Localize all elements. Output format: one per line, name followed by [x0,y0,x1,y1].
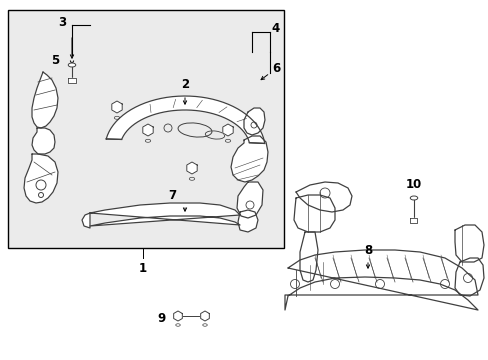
Polygon shape [90,203,240,226]
Polygon shape [238,210,258,232]
Polygon shape [32,72,58,128]
Ellipse shape [68,63,76,67]
Polygon shape [200,311,209,321]
Polygon shape [32,128,55,154]
Polygon shape [82,213,90,228]
Polygon shape [173,311,182,321]
Bar [8,10,284,248]
Polygon shape [230,136,267,182]
Polygon shape [295,182,351,212]
Ellipse shape [409,196,417,200]
Text: 6: 6 [271,62,280,75]
Text: 1: 1 [139,261,147,274]
Polygon shape [237,182,263,218]
Polygon shape [244,108,264,135]
Polygon shape [112,101,122,113]
Polygon shape [106,96,264,144]
Polygon shape [142,124,153,136]
Ellipse shape [36,180,46,190]
Text: 7: 7 [167,189,176,202]
Polygon shape [186,162,197,174]
Polygon shape [409,218,417,223]
Polygon shape [285,250,477,310]
Text: 10: 10 [405,179,421,192]
Polygon shape [223,124,233,136]
Text: 3: 3 [58,15,66,28]
Text: 5: 5 [51,54,59,67]
Text: 2: 2 [181,78,189,91]
Text: 9: 9 [158,311,166,324]
Ellipse shape [39,193,43,198]
Text: 4: 4 [271,22,280,35]
Polygon shape [68,78,75,83]
Polygon shape [454,258,483,296]
Polygon shape [454,225,483,262]
Polygon shape [293,195,334,232]
Polygon shape [299,232,317,282]
Text: 8: 8 [363,243,371,256]
Polygon shape [24,154,58,203]
